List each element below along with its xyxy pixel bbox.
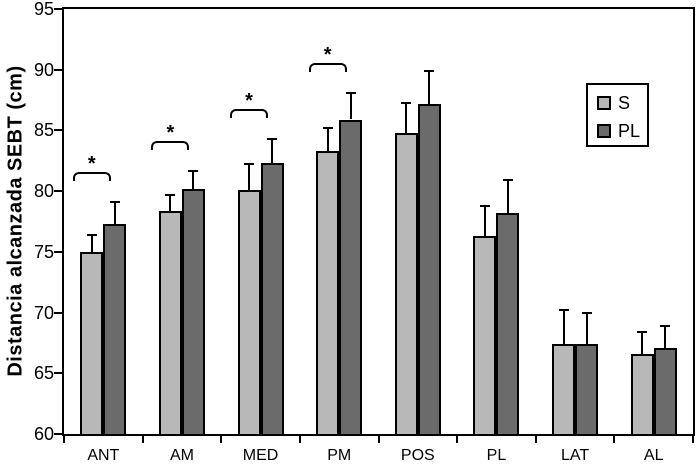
error-bar-stem <box>248 164 251 190</box>
bar-pl-med <box>260 163 284 434</box>
y-tick-label: 65 <box>33 363 54 384</box>
y-tick <box>54 311 62 314</box>
x-category-label: LAT <box>560 447 590 464</box>
bar-pl-pl <box>496 213 520 434</box>
bar-pl-al <box>653 347 677 434</box>
x-tick <box>534 436 537 443</box>
bar-pl-pm <box>339 119 363 434</box>
y-tick-label: 85 <box>33 120 54 141</box>
x-tick <box>220 436 223 443</box>
bar-s-am <box>158 210 182 434</box>
x-category-label: POS <box>400 447 435 464</box>
y-axis-title: Distancia alcanzada SEBT (cm) <box>4 65 27 377</box>
error-bar-stem <box>664 325 667 348</box>
significance-bracket-am <box>151 140 190 150</box>
error-bar-stem <box>562 310 565 345</box>
bar-pl-am <box>181 188 205 434</box>
bar-s-pm <box>316 151 340 434</box>
bar-s-pl <box>473 236 497 434</box>
error-bar-cap <box>502 179 513 182</box>
error-bar-cap <box>244 163 255 166</box>
error-bar-cap <box>345 91 356 94</box>
significance-star-am: * <box>166 121 175 144</box>
bar-s-pos <box>394 132 418 434</box>
x-tick <box>63 436 65 443</box>
x-category-label: PM <box>327 447 352 464</box>
y-tick <box>54 433 62 435</box>
error-bar-stem <box>349 92 352 120</box>
y-tick-label: 75 <box>33 241 54 262</box>
plot-area <box>62 7 695 436</box>
significance-bracket-ant <box>72 172 111 182</box>
error-bar-cap <box>558 309 569 312</box>
x-category-label: AL <box>643 447 664 464</box>
x-tick <box>692 436 694 443</box>
significance-bracket-pm <box>308 62 347 72</box>
bar-s-al <box>630 353 654 434</box>
significance-bracket-med <box>230 108 269 118</box>
error-bar-stem <box>326 128 329 152</box>
error-bar-cap <box>109 201 120 204</box>
bar-s-lat <box>552 344 576 434</box>
x-tick <box>456 436 459 443</box>
error-bar-stem <box>192 170 195 189</box>
error-bar-stem <box>405 102 408 133</box>
y-tick-label: 95 <box>33 0 54 19</box>
y-tick-label: 70 <box>33 302 54 323</box>
y-tick-label: 60 <box>33 424 54 444</box>
error-bar-cap <box>322 127 333 129</box>
significance-star-med: * <box>245 89 253 112</box>
legend-item-s: S <box>597 93 630 113</box>
y-tick <box>54 250 62 253</box>
legend-item-pl: PL <box>597 121 640 141</box>
error-bar-stem <box>585 312 588 345</box>
y-tick <box>54 8 62 10</box>
error-bar-cap <box>581 311 592 314</box>
bar-pl-pos <box>417 103 441 434</box>
error-bar-cap <box>165 193 176 196</box>
y-tick <box>54 68 62 71</box>
error-bar-stem <box>169 194 172 211</box>
error-bar-stem <box>113 202 116 224</box>
significance-star-ant: * <box>87 153 96 176</box>
error-bar-cap <box>424 69 435 72</box>
x-category-label: MED <box>242 447 279 464</box>
error-bar-stem <box>428 70 431 104</box>
y-tick <box>54 190 62 193</box>
bar-s-ant <box>80 251 104 434</box>
error-bar-stem <box>506 180 509 213</box>
legend-label-s: S <box>618 93 631 113</box>
x-tick <box>298 436 301 443</box>
error-bar-stem <box>641 332 644 354</box>
error-bar-stem <box>271 138 274 164</box>
x-category-label: PL <box>486 447 507 464</box>
y-tick <box>54 129 62 132</box>
y-tick-label: 80 <box>33 181 54 202</box>
x-tick <box>141 436 144 443</box>
error-bar-cap <box>660 324 671 327</box>
bar-pl-lat <box>575 344 599 434</box>
bar-pl-ant <box>103 223 127 434</box>
x-tick <box>613 436 616 443</box>
y-tick <box>54 372 62 375</box>
legend-swatch-pl <box>597 124 611 138</box>
x-category-label: ANT <box>87 447 120 464</box>
legend-label-pl: PL <box>618 121 641 141</box>
y-tick-label: 90 <box>33 59 54 80</box>
significance-star-pm: * <box>323 43 332 66</box>
error-bar-cap <box>637 331 648 333</box>
bar-s-med <box>237 189 261 434</box>
error-bar-stem <box>90 234 93 252</box>
legend-swatch-s <box>597 96 611 110</box>
x-category-label: AM <box>169 447 194 464</box>
x-tick <box>377 436 380 443</box>
error-bar-stem <box>483 205 486 237</box>
legend: S PL <box>586 83 649 147</box>
error-bar-cap <box>188 169 199 172</box>
error-bar-cap <box>401 101 412 104</box>
error-bar-cap <box>86 233 97 236</box>
error-bar-cap <box>479 204 490 207</box>
error-bar-cap <box>267 137 278 140</box>
